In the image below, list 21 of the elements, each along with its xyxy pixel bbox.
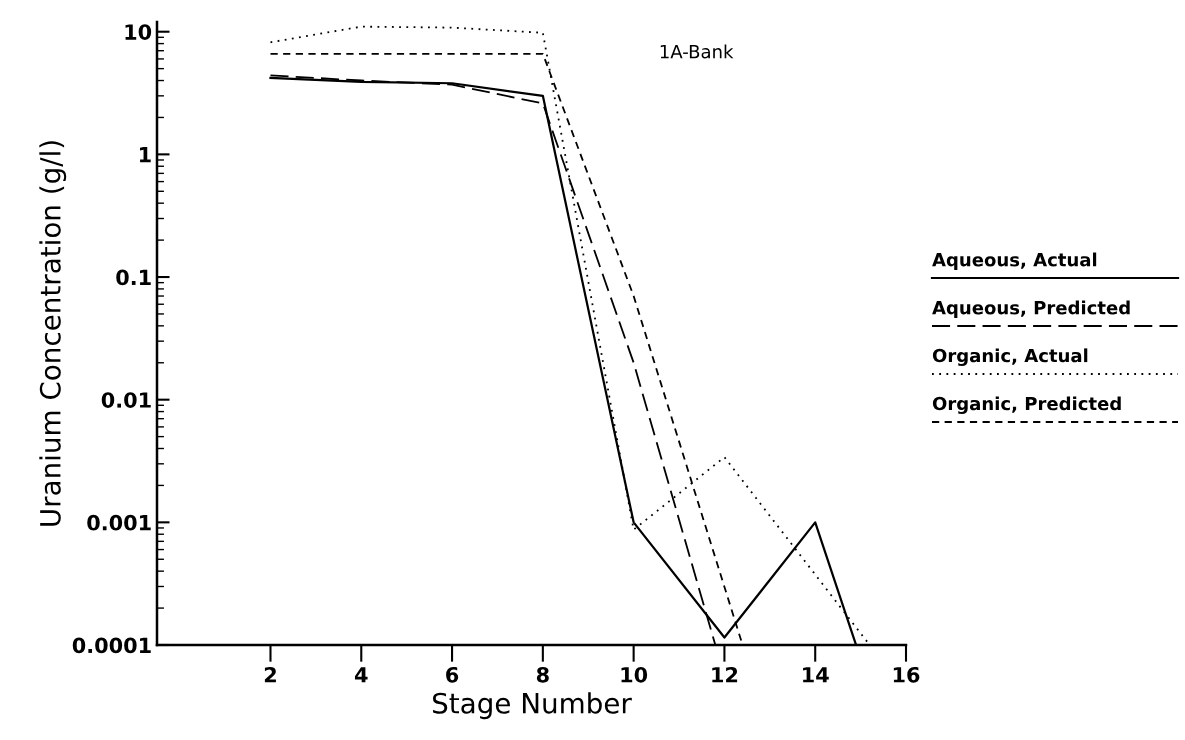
x-tick-label: 2	[264, 666, 276, 683]
y-tick-label: 0.01	[101, 392, 151, 408]
x-tick-label: 10	[621, 666, 648, 683]
x-tick-label: 12	[712, 666, 738, 683]
y-tick-label: 0.0001	[72, 637, 151, 654]
y-axis-title: Uranium Concentration (g/l)	[39, 141, 67, 526]
text: Organic, Predicted	[932, 396, 1121, 414]
text: Organic, Actual	[932, 348, 1088, 366]
x-tick-label: 6	[446, 666, 459, 683]
y-tick-label: 10	[125, 24, 152, 40]
x-tick-label: 16	[893, 666, 920, 683]
x-tick-label: 4	[354, 667, 368, 683]
y-tick-label: 1	[139, 147, 151, 163]
y-tick-label: 0.001	[87, 514, 151, 531]
annotation: 1A-Bank	[660, 44, 734, 59]
x-tick-label: 14	[803, 667, 829, 683]
text: Aqueous, Actual	[932, 252, 1097, 270]
y-tick-label: 0.1	[116, 269, 151, 286]
x-axis-title: Stage Number	[432, 692, 632, 720]
text: Aqueous, Predicted	[932, 300, 1130, 318]
x-tick-label: 8	[536, 666, 549, 683]
